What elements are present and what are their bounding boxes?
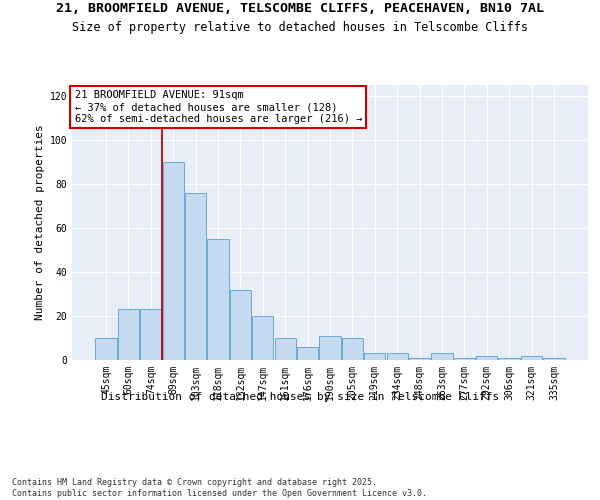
Bar: [431, 354, 452, 360]
Bar: [95, 338, 117, 360]
Bar: [319, 336, 341, 360]
Bar: [163, 162, 184, 360]
Bar: [543, 358, 565, 360]
Bar: [386, 354, 408, 360]
Bar: [364, 354, 385, 360]
Bar: [297, 347, 318, 360]
Text: 21, BROOMFIELD AVENUE, TELSCOMBE CLIFFS, PEACEHAVEN, BN10 7AL: 21, BROOMFIELD AVENUE, TELSCOMBE CLIFFS,…: [56, 2, 544, 16]
Text: Size of property relative to detached houses in Telscombe Cliffs: Size of property relative to detached ho…: [72, 21, 528, 34]
Bar: [409, 358, 430, 360]
Bar: [454, 358, 475, 360]
Bar: [499, 358, 520, 360]
Bar: [252, 316, 274, 360]
Text: Distribution of detached houses by size in Telscombe Cliffs: Distribution of detached houses by size …: [101, 392, 499, 402]
Bar: [140, 310, 161, 360]
Bar: [118, 310, 139, 360]
Bar: [476, 356, 497, 360]
Bar: [275, 338, 296, 360]
Bar: [230, 290, 251, 360]
Text: 21 BROOMFIELD AVENUE: 91sqm
← 37% of detached houses are smaller (128)
62% of se: 21 BROOMFIELD AVENUE: 91sqm ← 37% of det…: [74, 90, 362, 124]
Bar: [342, 338, 363, 360]
Text: Contains HM Land Registry data © Crown copyright and database right 2025.
Contai: Contains HM Land Registry data © Crown c…: [12, 478, 427, 498]
Bar: [208, 239, 229, 360]
Y-axis label: Number of detached properties: Number of detached properties: [35, 124, 46, 320]
Bar: [185, 193, 206, 360]
Bar: [521, 356, 542, 360]
